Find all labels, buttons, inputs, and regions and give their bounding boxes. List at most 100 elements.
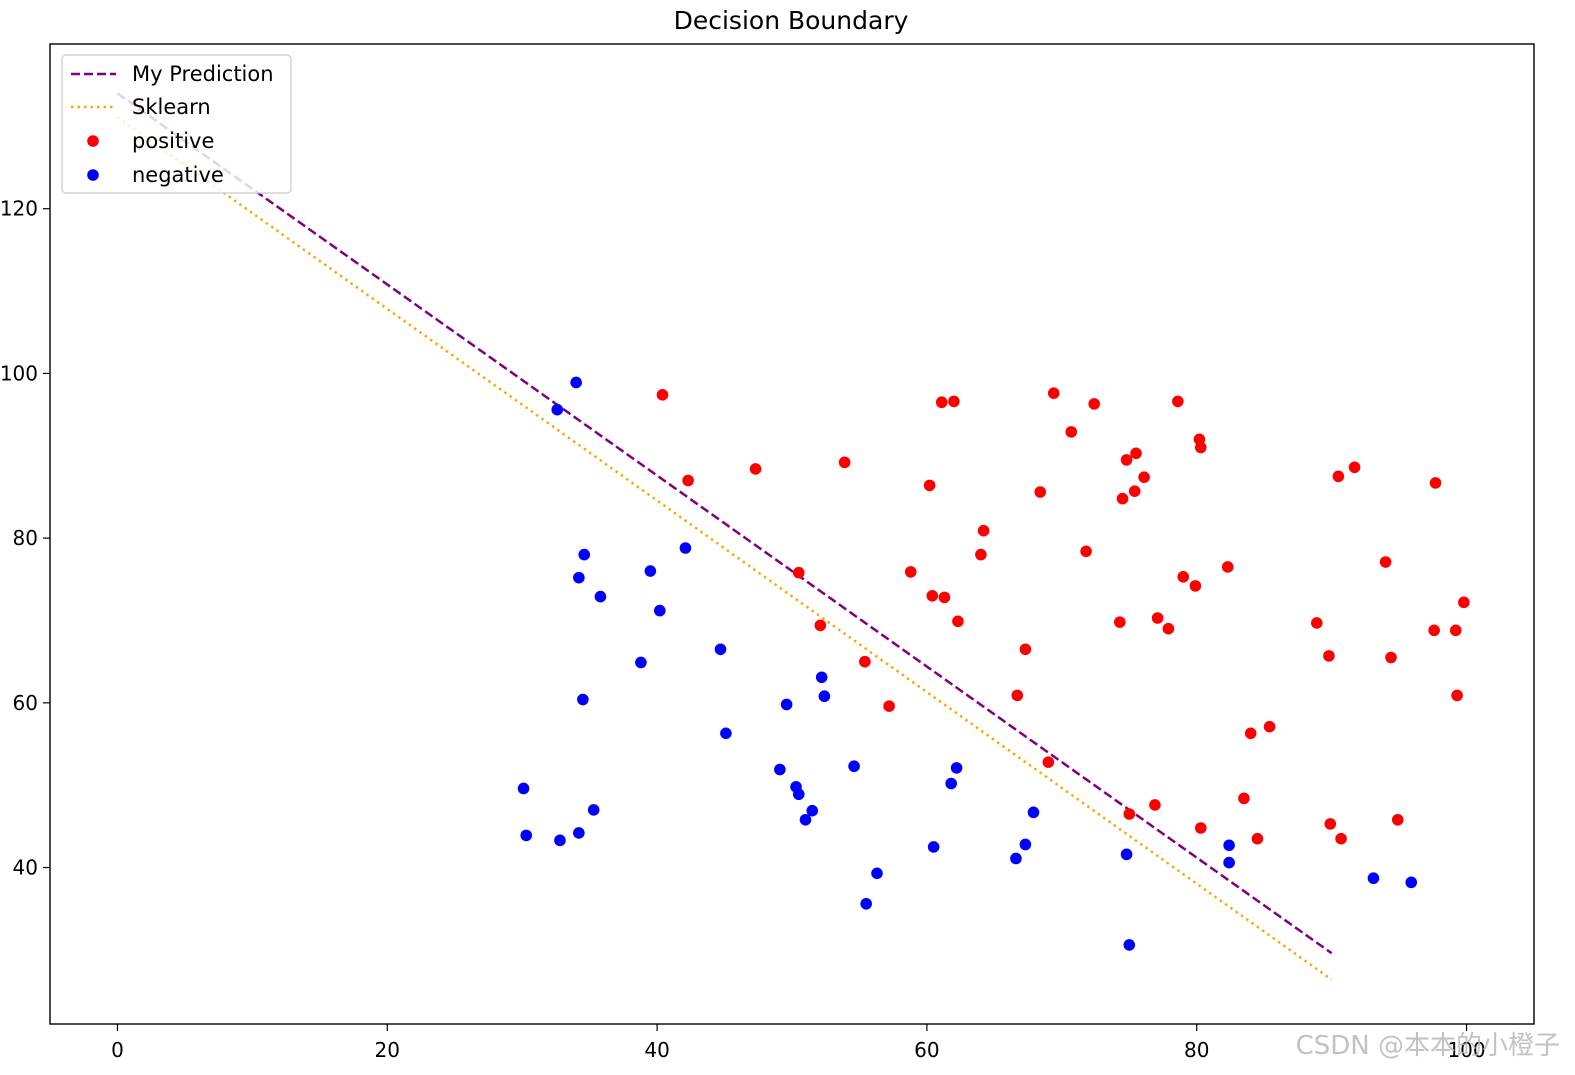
x-tick-label: 20 (375, 1038, 400, 1062)
x-tick-label: 0 (111, 1038, 124, 1062)
negative-point (1019, 838, 1032, 851)
positive-point (656, 389, 669, 401)
positive-point (935, 396, 948, 409)
positive-point (1114, 616, 1126, 628)
positive-point (792, 566, 805, 579)
positive-point (938, 591, 951, 604)
positive-point (1149, 799, 1161, 811)
legend-sklearn-label: Sklearn (132, 95, 211, 119)
positive-point (1151, 612, 1164, 624)
positive-point (1335, 832, 1347, 845)
positive-point (1065, 426, 1078, 438)
positive-point (1080, 545, 1092, 558)
positive-point (1429, 477, 1442, 489)
negative-point (945, 777, 957, 790)
watermark: CSDN @本本的小橙子 (1296, 1031, 1560, 1061)
legend-my-prediction-label: My Prediction (132, 62, 274, 86)
y-tick-label: 80 (13, 526, 38, 550)
positive-point (682, 474, 694, 487)
positive-point (1385, 651, 1397, 664)
negative-point (573, 571, 585, 584)
chart-title: Decision Boundary (674, 6, 909, 35)
negative-point (554, 834, 566, 847)
positive-point (814, 619, 827, 632)
legend: My Prediction Sklearn positive negative (61, 54, 292, 194)
positive-point (1194, 441, 1207, 454)
negative-point (818, 690, 831, 703)
positive-point (1451, 689, 1463, 702)
negative-point (1123, 939, 1136, 951)
negative-point (780, 698, 793, 711)
negative-point (1223, 839, 1235, 852)
negative-point (653, 604, 666, 617)
positive-point (1323, 650, 1335, 662)
y-tick-label: 120 (0, 197, 38, 221)
legend-negative-label: negative (132, 163, 224, 187)
positive-point (1263, 720, 1276, 733)
negative-point (799, 813, 812, 826)
chart-series (116, 92, 1470, 981)
positive-point (1310, 617, 1323, 629)
positive-point (1162, 622, 1175, 635)
y-tick-label: 100 (0, 361, 38, 385)
positive-point (1138, 471, 1150, 483)
y-tick-label: 60 (13, 691, 38, 715)
negative-point (594, 590, 607, 603)
positive-point (1128, 485, 1141, 497)
positive-point (1458, 596, 1470, 609)
negative-point (635, 656, 647, 669)
positive-point (923, 479, 936, 492)
negative-point (1120, 848, 1133, 861)
negative-point (587, 804, 600, 816)
negative-point (644, 565, 657, 577)
positive-point (1019, 643, 1032, 656)
negative-point (1010, 852, 1022, 865)
positive-point (952, 615, 964, 628)
positive-point (1238, 792, 1250, 805)
positive-point (1034, 486, 1047, 498)
negative-point (714, 643, 727, 656)
y-tick-label: 40 (13, 856, 38, 880)
positive-point (1047, 387, 1060, 399)
negative-point (1405, 876, 1418, 889)
legend-negative-marker (87, 169, 99, 181)
negative-point (848, 760, 860, 773)
negative-point (577, 693, 589, 706)
positive-point (1042, 756, 1055, 768)
positive-point (1221, 561, 1234, 573)
positive-point (1120, 454, 1133, 466)
positive-point (1391, 813, 1404, 826)
negative-point (927, 841, 940, 853)
positive-point (1189, 580, 1202, 592)
negative-point (1223, 856, 1235, 869)
positive-point (1177, 571, 1190, 583)
positive-point (1324, 818, 1337, 830)
positive-point (1348, 461, 1361, 474)
sklearn-line (116, 116, 1333, 981)
negative-point (520, 829, 533, 842)
legend-box (61, 54, 292, 194)
positive-point (948, 395, 960, 408)
negative-point (578, 548, 591, 561)
positive-point (838, 456, 851, 469)
negative-point (720, 727, 732, 740)
positive-point (859, 655, 871, 668)
positive-point (1332, 470, 1345, 483)
positive-point (926, 589, 939, 602)
positive-point (1244, 727, 1257, 740)
positive-point (1449, 624, 1462, 637)
positive-point (904, 566, 917, 578)
negative-point (517, 782, 530, 795)
positive-point (749, 463, 762, 475)
plot-background (50, 44, 1534, 1024)
negative-point (950, 762, 963, 774)
x-tick-label: 100 (1447, 1038, 1485, 1062)
plot-frame (49, 43, 1535, 1025)
negative-point (551, 403, 564, 416)
x-tick-label: 60 (914, 1038, 939, 1062)
negative-point (573, 827, 585, 839)
negative-point (1027, 806, 1040, 819)
positive-point (1379, 556, 1392, 568)
positive-point (1428, 624, 1440, 637)
